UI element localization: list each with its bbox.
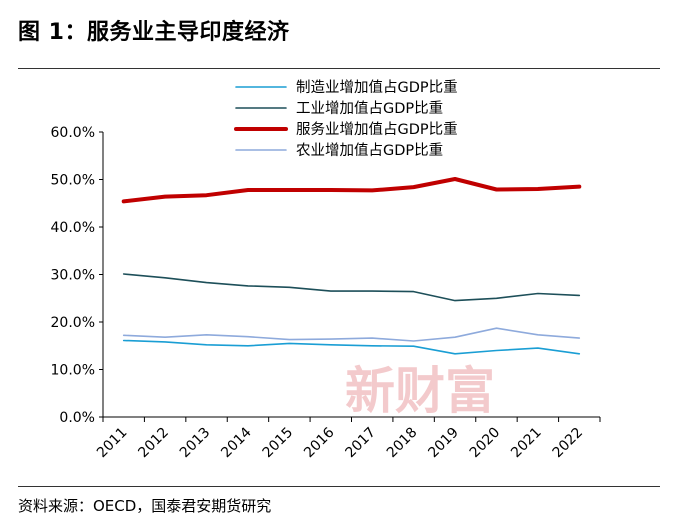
x-tick-label: 2011 <box>94 425 131 462</box>
x-tick-label: 2020 <box>467 425 504 462</box>
legend-label: 服务业增加值占GDP比重 <box>296 121 458 138</box>
series-line-1 <box>122 339 581 355</box>
x-tick-label: 2018 <box>384 425 421 462</box>
series-line-3 <box>121 177 582 204</box>
series-line-2 <box>122 273 581 302</box>
line-chart: 新财富 0.0% 10.0% 20.0% 30.0% 40.0% 50.0% 60.0% 20… <box>51 79 601 462</box>
legend: 制造业增加值占GDP比重工业增加值占GDP比重服务业增加值占GDP比重农业增加值… <box>234 79 458 159</box>
x-tick-label: 2013 <box>177 425 214 462</box>
y-tick-label: 30.0% <box>51 268 95 284</box>
series-layer <box>121 177 582 355</box>
y-tick-label: 50.0% <box>51 173 95 189</box>
legend-label: 制造业增加值占GDP比重 <box>296 79 458 96</box>
y-tick-label: 40.0% <box>51 220 95 236</box>
legend-label: 农业增加值占GDP比重 <box>296 142 443 159</box>
x-tick-label: 2014 <box>218 424 255 461</box>
x-tick-label: 2021 <box>508 425 545 462</box>
axes: 0.0%10.0%20.0%30.0%40.0%50.0%60.0%2011 20… <box>51 125 601 462</box>
x-tick-label: 2022 <box>550 425 587 462</box>
bottom-divider <box>18 486 660 487</box>
x-tick-label: 2015 <box>260 425 297 462</box>
y-tick-label: 60.0% <box>51 125 95 141</box>
y-tick-label: 10.0% <box>51 363 95 379</box>
series-line-4 <box>122 327 581 342</box>
y-tick-label: 0.0% <box>59 410 95 426</box>
x-tick-label: 2012 <box>135 425 172 462</box>
x-tick-label: 2017 <box>343 425 380 462</box>
legend-label: 工业增加值占GDP比重 <box>296 100 443 117</box>
top-divider <box>18 68 660 69</box>
source-note: 资料来源：OECD，国泰君安期货研究 <box>18 497 272 515</box>
x-tick-label: 2019 <box>425 425 462 462</box>
watermark-text: 新财富 <box>345 361 495 420</box>
x-tick-label: 2016 <box>301 424 338 461</box>
chart-title: 图 1：服务业主导印度经济 <box>18 20 290 45</box>
y-tick-label: 20.0% <box>51 315 95 331</box>
